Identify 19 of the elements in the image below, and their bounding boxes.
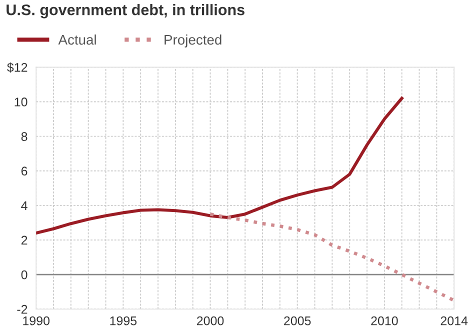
line-series xyxy=(36,96,404,235)
y-tick-label: 0 xyxy=(21,270,28,280)
x-tick-label: 1990 xyxy=(23,316,50,326)
x-tick-label: 2005 xyxy=(284,316,311,326)
legend-label: Actual xyxy=(58,34,96,45)
line-series xyxy=(208,212,454,302)
x-tick-label: 2014 xyxy=(440,316,468,326)
x-tick-label: 1995 xyxy=(110,316,137,326)
legend-label: Projected xyxy=(164,34,222,48)
x-tick-label: 2010 xyxy=(371,316,398,326)
y-tick-label: 2 xyxy=(21,236,28,245)
y-tick-label: $12 xyxy=(7,62,28,73)
chart-title: U.S. government debt, in trillions xyxy=(6,4,244,18)
x-tick-label: 2000 xyxy=(196,316,224,326)
y-tick-label: -2 xyxy=(17,304,28,314)
y-tick-label: 10 xyxy=(14,98,28,106)
y-tick-label: 8 xyxy=(21,132,28,141)
y-tick-label: 4 xyxy=(21,201,28,210)
y-tick-label: 6 xyxy=(21,166,28,176)
